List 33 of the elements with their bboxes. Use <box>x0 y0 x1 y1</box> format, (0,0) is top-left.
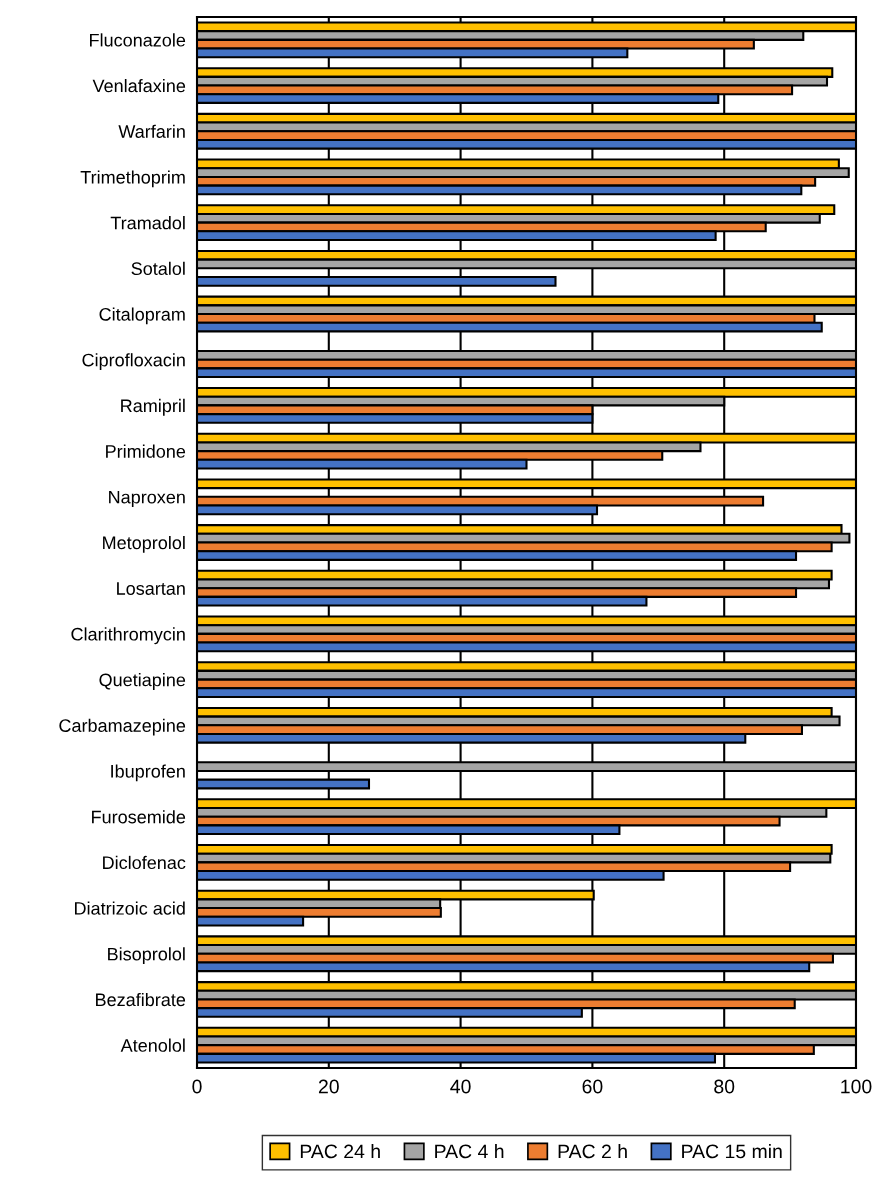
legend-label: PAC 2 h <box>558 1143 627 1159</box>
x-tick-label: 60 <box>582 1079 603 1094</box>
y-tick-label: Diclofenac <box>103 855 186 870</box>
y-tick-label: Warfarin <box>118 124 185 138</box>
y-tick-label: Tramadol <box>110 216 185 230</box>
legend-label: PAC 24 h <box>300 1143 380 1159</box>
y-tick-label: Ramipril <box>121 398 185 416</box>
x-tick-label: 40 <box>450 1079 471 1094</box>
y-tick-label: Trimethoprim <box>80 170 185 188</box>
legend-label: PAC 15 min <box>682 1143 782 1159</box>
y-tick-label: Diatrizoic acid <box>74 901 185 915</box>
y-tick-label: Atenolol <box>120 1038 185 1052</box>
y-tick-label: Furosemide <box>92 810 186 824</box>
y-tick-label: Clarithromycin <box>71 627 185 645</box>
x-tick-label: 100 <box>841 1079 872 1094</box>
y-tick-label: Metoprolol <box>103 535 185 553</box>
x-tick-label: 80 <box>714 1079 735 1094</box>
x-tick-label: 20 <box>318 1079 339 1094</box>
legend-label: PAC 4 h <box>435 1143 504 1159</box>
y-tick-label: Sotalol <box>131 261 185 276</box>
y-tick-label: Venlafaxine <box>92 79 186 93</box>
y-tick-label: Fluconazole <box>90 33 186 47</box>
y-tick-label: Quetiapine <box>99 673 186 690</box>
y-tick-label: Bezafibrate <box>96 992 186 1007</box>
x-tick-label: 0 <box>192 1079 202 1094</box>
y-tick-label: Primidone <box>106 444 186 458</box>
y-tick-label: Ibuprofen <box>111 764 185 782</box>
y-tick-label: Bisoprolol <box>108 947 185 965</box>
y-tick-label: Ciprofloxacin <box>82 353 185 371</box>
y-tick-label: Carbamazepine <box>59 718 186 736</box>
y-tick-label: Losartan <box>117 582 185 595</box>
y-tick-label: Citalopram <box>99 307 185 325</box>
y-tick-label: Naproxen <box>109 490 185 508</box>
